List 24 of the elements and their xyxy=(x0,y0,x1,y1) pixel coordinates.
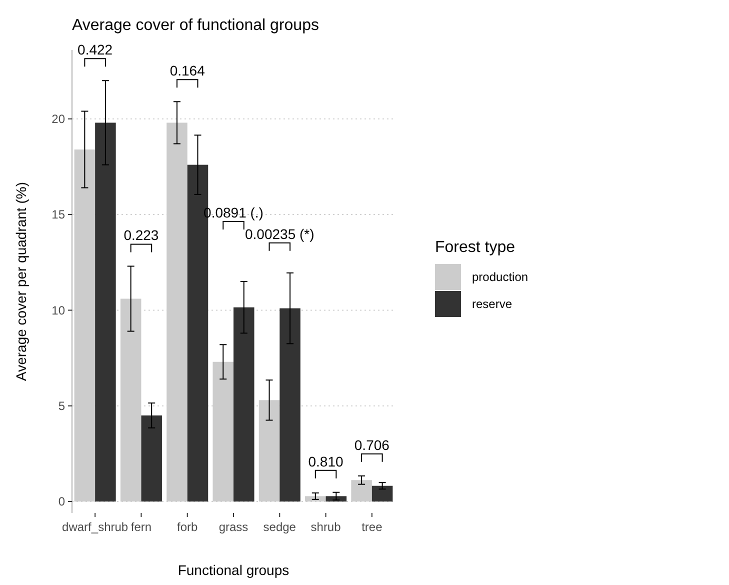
annotation: 0.810 xyxy=(308,453,344,470)
x-axis-title: Functional groups xyxy=(178,562,290,578)
y-tick-label: 15 xyxy=(52,208,66,222)
x-tick-label: tree xyxy=(362,520,383,534)
x-tick-label: fern xyxy=(130,520,152,534)
legend-label: production xyxy=(472,270,528,284)
annotation: 0.223 xyxy=(124,227,159,244)
annotation: 0.422 xyxy=(78,42,113,58)
annotation: 0.164 xyxy=(170,62,206,79)
y-tick-label: 20 xyxy=(52,112,66,126)
legend-label: reserve xyxy=(472,297,512,312)
y-tick-label: 5 xyxy=(58,399,66,414)
chart-title: Average cover of functional groups xyxy=(72,17,319,34)
legend-title: Forest type xyxy=(435,239,516,256)
y-tick-label: 0 xyxy=(58,494,66,509)
annotation: 0.706 xyxy=(354,436,390,453)
y-tick-label: 10 xyxy=(52,303,66,318)
x-tick-label: shrub xyxy=(310,520,342,534)
x-tick-label: grass xyxy=(218,520,248,534)
x-tick-label: sedge xyxy=(263,520,296,534)
x-tick-label: dwarf_shrub xyxy=(62,520,128,534)
x-tick-label: forb xyxy=(177,520,198,534)
y-axis-title: Average cover per quadrant (%) xyxy=(13,182,29,381)
annotation: 0.00235 (*) xyxy=(245,226,314,242)
